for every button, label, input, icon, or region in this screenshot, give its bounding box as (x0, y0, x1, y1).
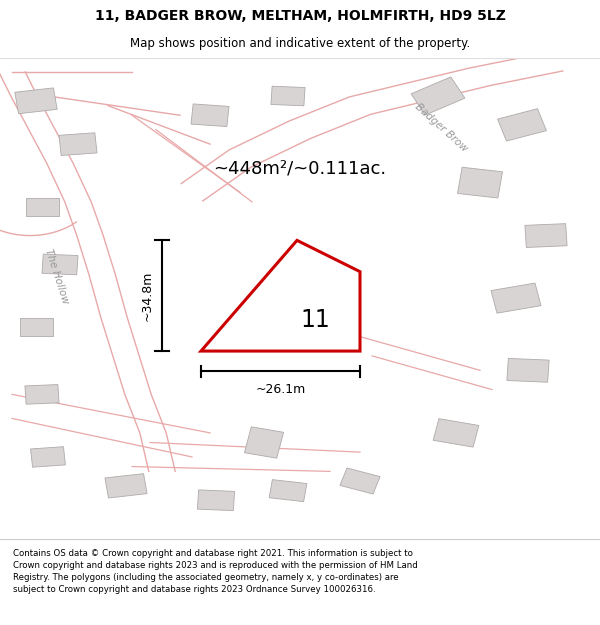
Polygon shape (433, 419, 479, 447)
Polygon shape (42, 254, 78, 275)
Polygon shape (411, 77, 465, 115)
Text: ~34.8m: ~34.8m (140, 271, 154, 321)
Polygon shape (26, 198, 59, 216)
Text: Contains OS data © Crown copyright and database right 2021. This information is : Contains OS data © Crown copyright and d… (13, 549, 418, 594)
Polygon shape (244, 427, 284, 458)
Text: Badger Brow: Badger Brow (413, 101, 469, 153)
Polygon shape (340, 468, 380, 494)
Text: ~26.1m: ~26.1m (256, 383, 305, 396)
Polygon shape (25, 384, 59, 404)
Polygon shape (491, 283, 541, 313)
Text: ~448m²/~0.111ac.: ~448m²/~0.111ac. (213, 159, 386, 177)
Polygon shape (497, 109, 547, 141)
Polygon shape (525, 224, 567, 248)
Text: The Hollow: The Hollow (43, 248, 71, 305)
Text: 11: 11 (300, 308, 330, 332)
Text: 11, BADGER BROW, MELTHAM, HOLMFIRTH, HD9 5LZ: 11, BADGER BROW, MELTHAM, HOLMFIRTH, HD9… (95, 9, 505, 23)
Polygon shape (197, 490, 235, 511)
Polygon shape (105, 474, 147, 498)
Polygon shape (59, 132, 97, 156)
Polygon shape (191, 104, 229, 127)
Polygon shape (271, 86, 305, 106)
Polygon shape (15, 88, 57, 114)
Polygon shape (269, 479, 307, 502)
Polygon shape (19, 318, 53, 336)
Polygon shape (458, 168, 502, 198)
Polygon shape (31, 447, 65, 468)
Text: Map shows position and indicative extent of the property.: Map shows position and indicative extent… (130, 37, 470, 49)
Polygon shape (507, 358, 549, 382)
